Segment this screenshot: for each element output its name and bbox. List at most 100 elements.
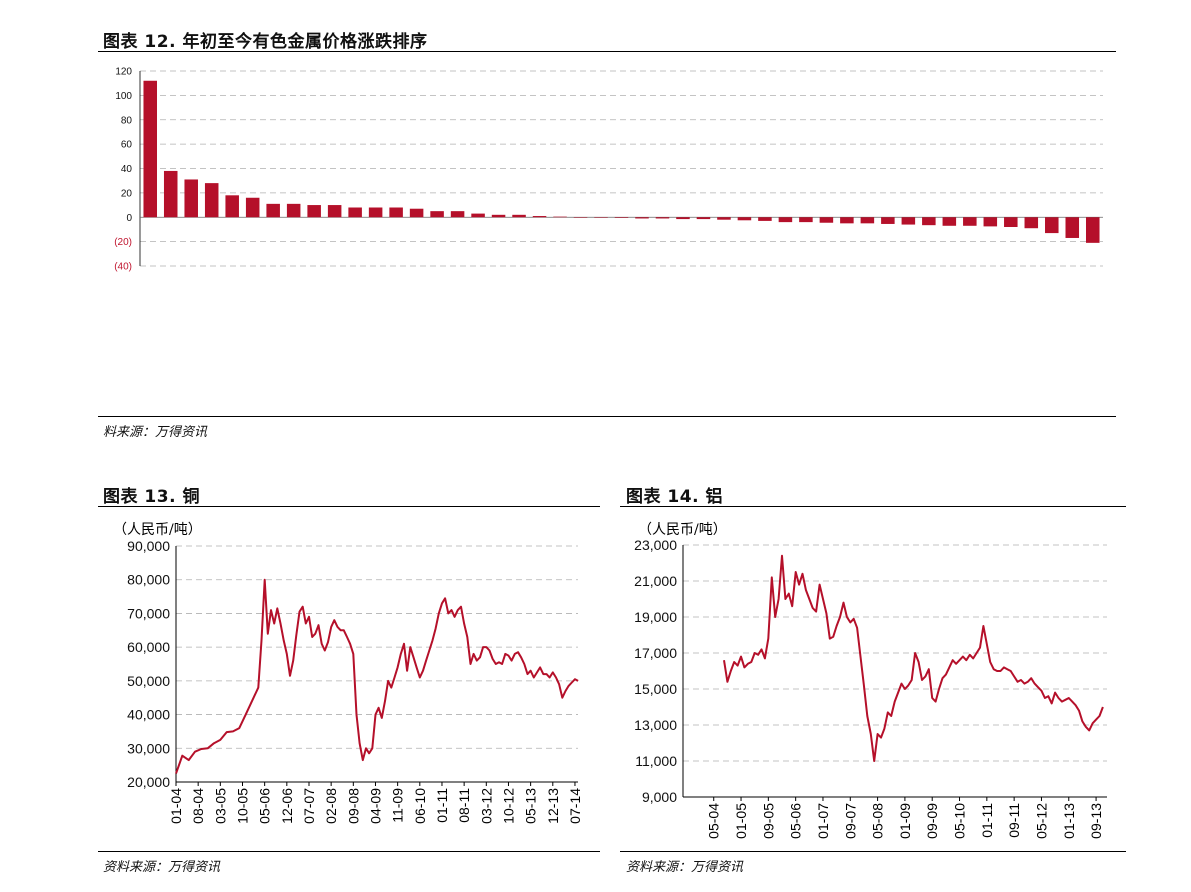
bar [881, 217, 895, 224]
bar [819, 217, 834, 223]
bar [963, 217, 977, 226]
figure14-source: 资料来源：万得资讯 [626, 860, 744, 875]
x-tick-label: 05-13 [523, 788, 539, 824]
unit-label: （人民币/吨） [638, 522, 727, 538]
y-tick-label: 20 [121, 188, 133, 199]
bar [594, 217, 608, 218]
x-tick-label: 05-08 [870, 803, 886, 839]
x-tick-label: 01-11 [979, 803, 995, 838]
x-tick-label: 04-09 [367, 788, 383, 824]
x-tick-label: 11-09 [390, 788, 406, 823]
y-tick-label: 21,000 [634, 573, 677, 589]
y-tick-label: (40) [114, 262, 132, 273]
figure14-bottom-rule [620, 851, 1126, 852]
x-tick-label: 01-05 [733, 803, 749, 839]
bar [1085, 217, 1100, 243]
x-tick-label: 05-06 [257, 788, 273, 824]
x-tick-label: 09-09 [924, 803, 940, 839]
bar [778, 217, 793, 223]
figure14-top-rule [620, 506, 1126, 507]
y-tick-label: 40,000 [127, 707, 170, 723]
bar [655, 217, 670, 219]
bar [758, 217, 772, 221]
bar [737, 217, 752, 221]
y-tick-label: (20) [114, 237, 132, 248]
bar [696, 217, 711, 220]
y-tick-label: 30,000 [127, 740, 170, 756]
bar [942, 217, 957, 226]
bar [266, 203, 280, 218]
series-line [175, 578, 579, 774]
figure13-bottom-rule [98, 851, 600, 852]
x-tick-label: 03-12 [478, 788, 494, 824]
bar [184, 179, 198, 218]
bar [553, 216, 567, 218]
figure12-bottom-rule [98, 416, 1116, 417]
x-tick-label: 01-07 [815, 803, 831, 839]
bar [225, 195, 239, 218]
x-tick-label: 01-09 [897, 803, 913, 839]
x-tick-label: 09-13 [1088, 803, 1104, 839]
x-tick-label: 05-10 [952, 803, 968, 839]
series-line [723, 554, 1104, 762]
y-tick-label: 19,000 [634, 609, 677, 625]
x-tick-label: 03-05 [212, 788, 228, 824]
bar [717, 217, 731, 220]
x-tick-label: 02-08 [323, 788, 339, 824]
bar [573, 217, 588, 218]
y-tick-label: 20,000 [127, 774, 170, 790]
x-tick-label: 05-12 [1033, 803, 1049, 839]
y-tick-label: 90,000 [127, 538, 170, 554]
bar [840, 217, 854, 224]
y-tick-label: 50,000 [127, 673, 170, 689]
y-tick-label: 120 [115, 67, 132, 78]
bar [430, 211, 444, 218]
bar [676, 217, 690, 220]
figure13-source: 资料来源：万得资讯 [103, 860, 221, 875]
bar [471, 213, 485, 218]
bar [922, 217, 936, 226]
bar [327, 205, 342, 218]
bar [1004, 217, 1018, 227]
bar [799, 217, 813, 223]
bar [901, 217, 916, 225]
figure12-title: 图表 12. 年初至今有色金属价格涨跌排序 [103, 32, 428, 52]
y-tick-label: 0 [126, 213, 132, 224]
x-tick-label: 01-04 [168, 788, 184, 824]
bar [348, 207, 362, 218]
bar [860, 217, 875, 224]
bar [1045, 217, 1059, 234]
x-tick-label: 09-07 [842, 803, 858, 839]
figure13-top-rule [98, 506, 600, 507]
x-tick-label: 09-11 [1006, 803, 1022, 838]
x-tick-label: 07-14 [567, 788, 583, 824]
bar [512, 214, 526, 218]
bar [389, 207, 403, 218]
figure12-top-rule [98, 51, 1116, 52]
y-tick-label: 9,000 [642, 789, 677, 805]
x-tick-label: 08-11 [456, 788, 472, 823]
x-tick-label: 06-10 [412, 788, 428, 824]
x-tick-label: 05-04 [706, 803, 722, 839]
bar [450, 211, 465, 218]
y-tick-label: 80 [121, 115, 133, 126]
bar [614, 217, 629, 218]
bar [204, 183, 219, 218]
bar [491, 214, 506, 218]
bar [143, 80, 158, 218]
x-tick-label: 10-12 [500, 788, 516, 824]
y-tick-label: 13,000 [634, 717, 677, 733]
bar [245, 197, 260, 218]
bar [409, 208, 424, 218]
bar [307, 205, 321, 218]
bar [368, 207, 383, 218]
bar [1024, 217, 1039, 229]
x-tick-label: 09-08 [345, 788, 361, 824]
y-tick-label: 15,000 [634, 681, 677, 697]
x-tick-label: 09-05 [760, 803, 776, 839]
bar [532, 216, 547, 218]
figure12-source: 料来源：万得资讯 [103, 425, 208, 440]
